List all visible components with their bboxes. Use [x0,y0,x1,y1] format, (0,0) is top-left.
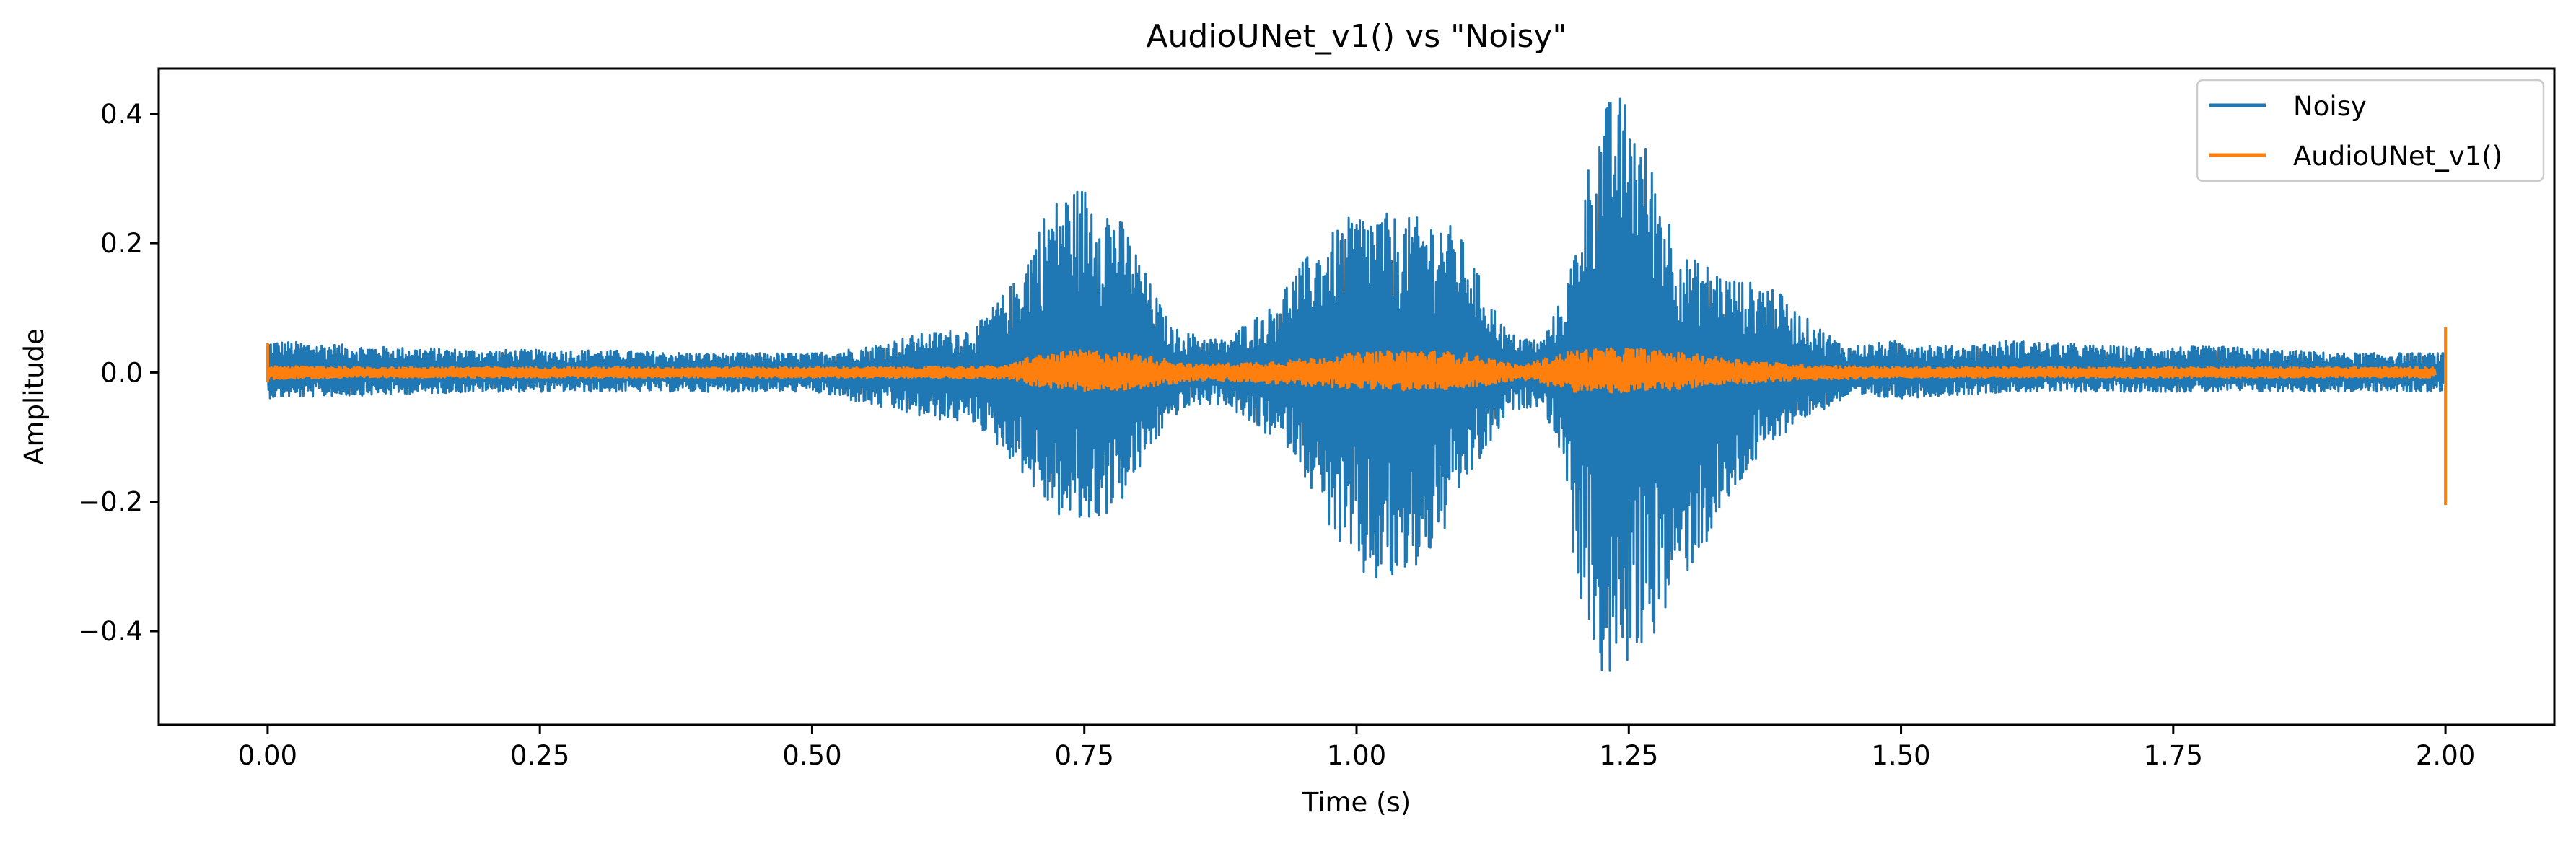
x-tick-label: 0.00 [238,740,297,771]
x-tick-label: 0.25 [510,740,569,771]
legend-label-audiounet: AudioUNet_v1() [2293,141,2502,172]
x-tick-label: 1.00 [1327,740,1386,771]
chart-title: AudioUNet_v1() vs "Noisy" [1146,18,1567,55]
legend-label-noisy: Noisy [2293,91,2367,122]
x-tick-label: 1.25 [1599,740,1658,771]
y-axis: 0.4 0.2 0.0 −0.2 −0.4 [78,99,159,647]
x-tick-label: 0.50 [782,740,841,771]
y-tick-label: −0.2 [78,487,143,518]
y-axis-label: Amplitude [19,328,50,465]
x-tick-label: 2.00 [2416,740,2475,771]
x-axis: 0.00 0.25 0.50 0.75 1.00 1.25 1.50 1.75 2.00 [238,725,2475,771]
y-tick-label: 0.0 [100,357,143,388]
y-tick-label: −0.4 [78,616,143,647]
series-layer [266,97,2448,672]
x-tick-label: 1.50 [1871,740,1930,771]
y-tick-label: 0.4 [100,99,143,130]
series-line-audiounet [266,347,2437,394]
legend-box [2196,79,2545,182]
x-tick-label: 1.75 [2144,740,2203,771]
y-tick-label: 0.2 [100,228,143,259]
x-axis-label: Time (s) [1302,787,1411,818]
x-tick-label: 0.75 [1055,740,1114,771]
legend: Noisy AudioUNet_v1() [2196,79,2545,182]
